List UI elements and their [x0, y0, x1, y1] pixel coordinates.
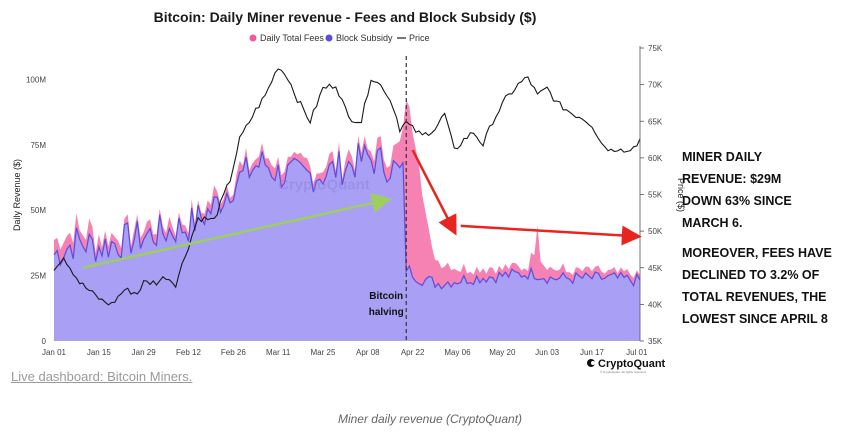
x-tick-label: Jan 29: [132, 348, 157, 357]
y2-tick-label: 55K: [648, 191, 663, 200]
x-axis: Jan 01 Jan 15 Jan 29 Feb 12 Feb 26 Mar 11 Mar …: [42, 348, 648, 357]
x-tick-label: May 06: [444, 348, 471, 357]
flat-arrow-red: [460, 224, 642, 246]
y-tick-label: 75M: [30, 141, 46, 150]
figure-caption: Miner daily revenue (CryptoQuant): [337, 412, 523, 426]
cryptoquant-logo: CryptoQuant © CryptoQuant. All rights re…: [587, 358, 666, 374]
x-tick-label: Feb 26: [221, 348, 246, 357]
chart-figure: Bitcoin: Daily Miner revenue - Fees and …: [12, 9, 686, 374]
x-tick-label: Jun 17: [580, 348, 605, 357]
x-tick-label: Mar 11: [266, 348, 291, 357]
annotation-line: TOTAL REVENUES, THE: [682, 290, 827, 304]
y2-tick-label: 35K: [648, 337, 663, 346]
x-tick-label: Apr 08: [356, 348, 380, 357]
x-tick-label: Jan 01: [42, 348, 67, 357]
legend-subsidy-marker: [325, 34, 333, 42]
annotation-fees: MOREOVER, FEES HAVE DECLINED TO 3.2% OF …: [682, 242, 832, 330]
y2-axis-label: Price ($): [676, 178, 686, 212]
y-axis-label: Daily Revenue ($): [12, 159, 22, 231]
x-tick-label: Mar 25: [311, 348, 336, 357]
trend-arrow-green: [82, 193, 392, 269]
x-tick-label: Apr 22: [401, 348, 425, 357]
y-tick-label: 100M: [26, 75, 46, 84]
x-tick-label: Feb 12: [176, 348, 201, 357]
brand-name: CryptoQuant: [598, 358, 666, 370]
x-tick-label: May 20: [489, 348, 516, 357]
y2-tick-label: 75K: [648, 44, 663, 53]
logo-mark-cutout: [591, 361, 595, 365]
annotation-revenue: MINER DAILY REVENUE: $29M DOWN 63% SINCE…: [682, 146, 792, 234]
x-tick-label: Jul 01: [626, 348, 648, 357]
y2-tick-label: 65K: [648, 117, 663, 126]
halving-label-line1: Bitcoin: [369, 291, 403, 302]
price-line: [53, 68, 641, 306]
y2-tick-label: 70K: [648, 81, 663, 90]
y-tick-label: 25M: [30, 272, 46, 281]
annotation-line: MARCH 6.: [682, 216, 743, 230]
subsidy-area: [54, 143, 640, 341]
legend-subsidy-label: Block Subsidy: [336, 33, 393, 43]
annotation-line: MINER DAILY: [682, 150, 763, 164]
chart-title: Bitcoin: Daily Miner revenue - Fees and …: [154, 9, 537, 25]
annotation-line: LOWEST SINCE APRIL 8: [682, 312, 828, 326]
y-axis-left: 0 25M 50M 75M 100M: [26, 75, 47, 346]
x-tick-label: Jun 03: [535, 348, 560, 357]
y-axis-right: 35K 40K 45K 50K 55K 60K 65K 70K 75K: [639, 44, 663, 346]
annotation-line: DECLINED TO 3.2% OF: [682, 268, 820, 282]
drop-arrow-red: [411, 149, 457, 236]
legend-price-label: Price: [409, 33, 430, 43]
y2-tick-label: 40K: [648, 300, 663, 309]
y2-tick-label: 60K: [648, 154, 663, 163]
y-tick-label: 0: [42, 337, 47, 346]
y2-tick-label: 45K: [648, 264, 663, 273]
y2-tick-label: 50K: [648, 227, 663, 236]
halving-label-line2: halving: [369, 307, 404, 318]
legend-fees-label: Daily Total Fees: [260, 33, 324, 43]
legend-fees-marker: [249, 34, 257, 42]
annotation-line: DOWN 63% SINCE: [682, 194, 792, 208]
annotation-line: REVENUE: $29M: [682, 172, 782, 186]
y-tick-label: 50M: [30, 206, 46, 215]
live-dashboard-link[interactable]: Live dashboard: Bitcoin Miners.: [11, 369, 193, 384]
plot-area: CryptoQuant Bitcoin halving: [53, 56, 642, 341]
legend: Daily Total Fees Block Subsidy Price: [249, 33, 430, 43]
x-tick-label: Jan 15: [87, 348, 112, 357]
watermark-text: CryptoQuant: [278, 176, 370, 193]
brand-tagline: © CryptoQuant. All rights reserved.: [600, 370, 647, 374]
annotation-line: MOREOVER, FEES HAVE: [682, 246, 832, 260]
subsidy-line: [53, 143, 641, 290]
